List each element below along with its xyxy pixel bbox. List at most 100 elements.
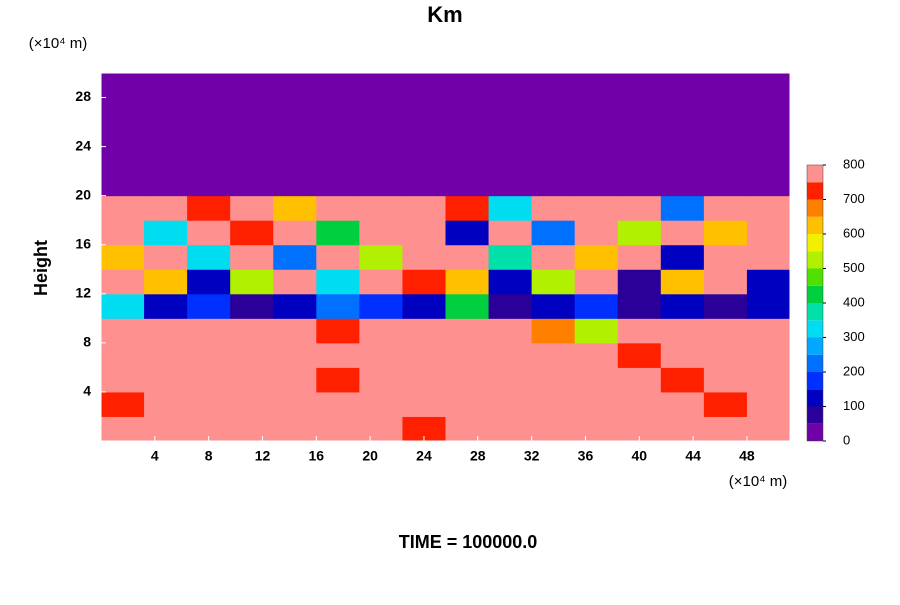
colorbar-tick-label: 800: [843, 156, 865, 171]
plot-frame: [100, 72, 791, 442]
contour-cell: [531, 416, 576, 442]
contour-cell: [660, 342, 705, 368]
contour-cell: [531, 342, 576, 368]
contour-cell: [273, 416, 317, 442]
contour-cell: [230, 342, 274, 368]
colorbar-segment: [807, 337, 823, 355]
contour-cell: [402, 391, 446, 417]
contour-cell: [488, 195, 533, 221]
contour-cell: [574, 244, 619, 270]
contour-cell: [187, 73, 231, 99]
contour-cell: [488, 146, 533, 172]
y-tick-label: 28: [75, 88, 91, 104]
contour-cell: [101, 293, 145, 319]
contour-cell: [144, 73, 188, 99]
contour-cell: [703, 318, 748, 344]
contour-cell: [531, 367, 576, 393]
contour-cell: [273, 195, 317, 221]
colorbar-tick-label: 600: [843, 225, 865, 240]
contour-cell: [746, 318, 791, 344]
colorbar-segment: [807, 234, 823, 252]
contour-cell: [402, 342, 446, 368]
contour-cell: [187, 146, 231, 172]
contour-cell: [574, 367, 619, 393]
contour-cell: [574, 269, 619, 295]
contour-cell: [273, 97, 317, 123]
contour-cell: [617, 97, 662, 123]
contour-cell: [660, 269, 705, 295]
contour-cell: [531, 97, 576, 123]
contour-cell: [660, 97, 705, 123]
contour-cell: [144, 318, 188, 344]
contour-cell: [144, 342, 188, 368]
y-unit: (×10⁴ m): [29, 35, 88, 52]
contour-cell: [746, 293, 791, 319]
contour-cell: [101, 244, 145, 270]
contour-cell: [703, 367, 748, 393]
contour-cell: [402, 73, 446, 99]
x-tick-label: 32: [524, 448, 540, 464]
contour-cell: [101, 416, 145, 442]
contour-cell: [488, 171, 533, 197]
contour-cell: [402, 244, 446, 270]
contour-cell: [617, 146, 662, 172]
contour-cell: [316, 293, 360, 319]
contour-cell: [144, 367, 188, 393]
contour-cell: [488, 342, 533, 368]
contour-cell: [531, 220, 576, 246]
contour-cell: [101, 195, 145, 221]
contour-cell: [703, 220, 748, 246]
contour-cell: [703, 97, 748, 123]
contour-cell: [703, 171, 748, 197]
x-tick-label: 16: [309, 448, 325, 464]
contour-cell: [187, 244, 231, 270]
contour-cell: [746, 122, 791, 148]
contour-cell: [101, 122, 145, 148]
contour-cell: [531, 171, 576, 197]
contour-cell: [101, 97, 145, 123]
contour-cell: [660, 367, 705, 393]
x-tick-label: 8: [205, 448, 213, 464]
contour-cell: [445, 171, 490, 197]
contour-cell: [660, 416, 705, 442]
contour-cell: [488, 269, 533, 295]
contour-cell: [402, 220, 446, 246]
contour-cell: [402, 195, 446, 221]
x-tick-label: 44: [685, 448, 701, 464]
contour-cell: [703, 391, 748, 417]
contour-cell: [230, 122, 274, 148]
contour-cell: [660, 195, 705, 221]
colorbar-segment: [807, 251, 823, 269]
contour-cell: [703, 122, 748, 148]
contour-cell: [531, 293, 576, 319]
contour-cell: [316, 416, 360, 442]
contour-cell: [316, 171, 360, 197]
contour-cell: [402, 318, 446, 344]
contour-cell: [273, 73, 317, 99]
y-tick-label: 16: [75, 235, 91, 251]
contour-cell: [359, 416, 403, 442]
contour-cell: [359, 391, 403, 417]
contour-cell: [359, 269, 403, 295]
contour-cell: [359, 146, 403, 172]
contour-cell: [101, 318, 145, 344]
contour-cell: [101, 269, 145, 295]
contour-cell: [273, 318, 317, 344]
contour-cell: [488, 391, 533, 417]
contour-cell: [273, 269, 317, 295]
contour-cell: [187, 97, 231, 123]
contour-cell: [101, 367, 145, 393]
contour-cell: [230, 146, 274, 172]
contour-cell: [230, 73, 274, 99]
contour-cell: [187, 318, 231, 344]
colorbar-tick-label: 300: [843, 329, 865, 344]
contour-cell: [445, 220, 490, 246]
contour-cell: [144, 293, 188, 319]
colorbar-tick-label: 100: [843, 398, 865, 413]
colorbar-tick-label: 700: [843, 191, 865, 206]
contour-cell: [660, 171, 705, 197]
contour-cell: [445, 342, 490, 368]
contour-cell: [187, 122, 231, 148]
contour-cell: [187, 293, 231, 319]
contour-cell: [660, 318, 705, 344]
